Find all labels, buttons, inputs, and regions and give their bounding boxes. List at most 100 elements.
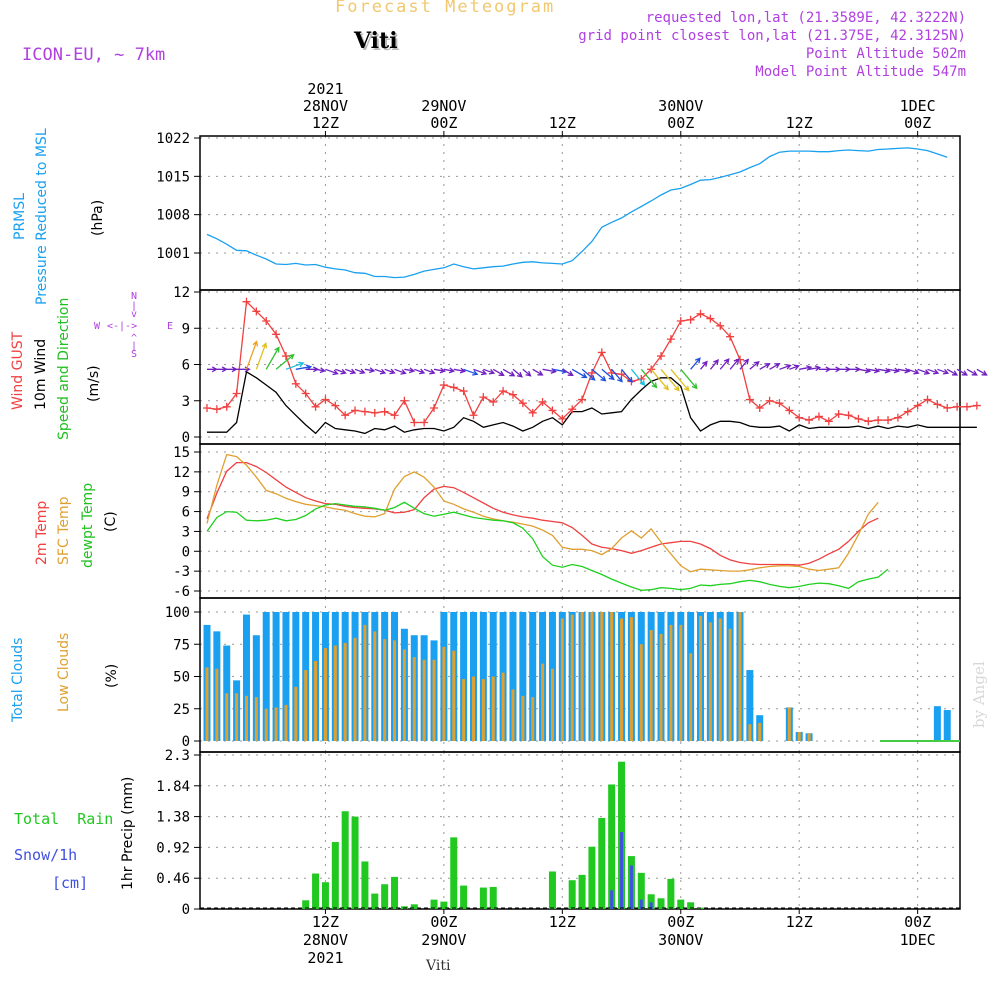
y-tick-label: 25 [173,702,190,718]
low-cloud-bar [728,628,732,741]
low-cloud-bar [353,637,357,741]
wind-arrow [759,363,771,370]
wind-arrow [245,340,259,370]
gust-marker [449,383,458,392]
time-label-bottom: 12Z [786,913,813,931]
rain-bar [578,874,586,909]
low-cloud-bar [531,697,535,741]
wind-arrow [690,357,701,370]
wind-arrow [601,368,615,381]
low-cloud-bar [689,653,693,741]
gust-marker [469,411,478,420]
wind-gust-label: Wind GUST [10,331,26,410]
gust-marker [400,396,409,405]
gust-marker [222,402,231,411]
gust-marker [262,317,271,325]
low-cloud-bar [333,645,337,741]
total-cloud-bar [933,706,941,741]
gust-marker [755,404,764,412]
gust-marker [370,408,379,417]
rain-bar [371,893,379,909]
low-cloud-bar [244,695,248,741]
total-cloud-bar [519,612,527,741]
wind-arrow [799,365,813,371]
gust-marker [943,404,952,412]
wind-arrow [275,353,295,370]
low-cloud-bar [610,612,614,741]
rain-bar [391,876,399,909]
gust-marker [666,335,675,344]
low-cloud-bar [235,693,239,741]
gust-marker [814,412,823,421]
y-tick-label: 1.84 [156,779,190,795]
low-cloud-bar [452,650,456,741]
time-label-bottom: 00Z [430,913,457,931]
gust-marker [360,407,369,416]
wind-arrow [374,368,387,375]
low-cloud-bar [541,663,545,741]
low-cloud-bar [422,659,426,741]
low-cloud-bar [274,707,278,741]
wind-arrow [789,364,800,371]
wind-arrow [512,368,523,378]
low-cloud-bar [284,704,288,741]
low-cloud-bar [323,648,327,741]
total-cloud-bar [460,612,468,741]
dewpt-line [206,501,889,591]
low-cloud-bar [797,731,801,741]
gust-marker [962,402,971,411]
time-label-top: 00Z [667,114,694,132]
low-cloud-bar [758,722,762,741]
wind-arrow [265,346,280,370]
wind-10m-label: 10m Wind [33,338,49,410]
gust-marker [538,397,547,406]
wind-arrow [354,368,366,375]
y-tick-label: 12 [173,465,190,481]
wind-arrow [956,368,968,376]
rain-bar [381,884,389,909]
wind-arrow [433,367,446,374]
gust-marker [765,396,774,405]
wind-arrow [680,368,698,390]
rain-bar [657,898,665,909]
location-title: Viti [354,28,398,54]
wind-arrow [808,365,822,372]
total-cloud-bar [479,612,487,741]
rain-bar [450,837,458,909]
wind-arrow [946,368,959,376]
tsfc-label: SFC Temp [56,496,72,565]
wind-arrow [630,368,646,387]
wind-arrow [532,368,544,376]
gust-marker [242,297,251,306]
low-cloud-bar [254,697,258,741]
point-altitude: Point Altitude 502m [805,46,966,62]
tsfc-line [206,453,879,573]
precip-unit-label: 1hr Precip (mm) [120,776,136,890]
time-label-top: 29NOV [421,97,466,115]
wind-arrow [571,368,588,379]
wind-arrow [848,366,862,373]
low-cloud-bar [402,649,406,741]
gust-marker [232,389,241,398]
wind-arrow [927,368,940,375]
gust-marker [528,408,537,417]
low-cloud-bar [639,644,643,741]
y-tick-label: 100 [165,605,190,621]
rain-bar [302,900,310,909]
gust-line [206,300,977,424]
low-cloud-bar [412,657,416,741]
time-label-bottom: 12Z [549,913,576,931]
gust-marker [726,332,735,341]
wind-arrow [207,366,218,373]
low-cloud-bar [462,679,466,741]
time-label-bottom: 28NOV [303,931,348,949]
y-tick-label: 3 [182,394,190,410]
wind-arrow [384,368,396,375]
low-cloud-bar [521,695,525,741]
wind-arrow [709,359,719,370]
total-cloud-bar [509,612,517,741]
rain-bar [588,846,596,909]
t2m-label: 2m Temp [34,500,50,565]
wind-arrow [976,368,988,376]
time-label-top: 12Z [549,114,576,132]
